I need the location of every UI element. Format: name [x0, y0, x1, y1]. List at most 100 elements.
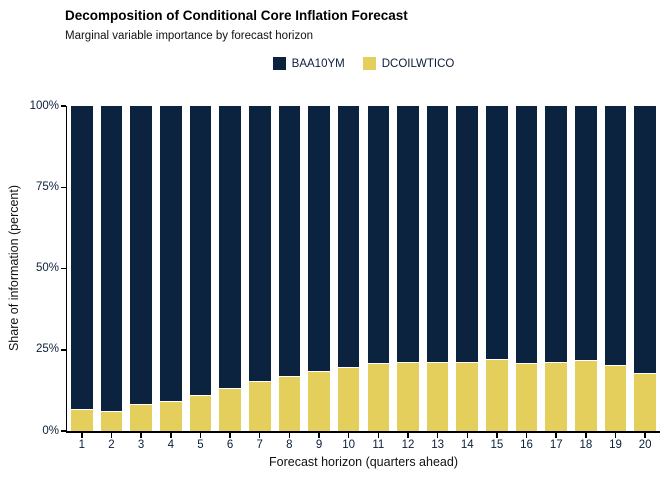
stacked-bar-h14 [456, 106, 479, 431]
bar-segment-baa10ym [486, 106, 508, 359]
x-tick-mark [407, 432, 409, 438]
stacked-bar-h19 [604, 106, 627, 431]
legend-label-dcoilwtico: DCOILWTICO [381, 57, 455, 70]
x-tick-mark [229, 432, 231, 438]
x-tick-label: 8 [286, 439, 293, 451]
legend-item-dcoilwtico: DCOILWTICO [362, 57, 455, 70]
x-tick-mark [288, 432, 291, 438]
x-tick-label: 9 [315, 439, 323, 451]
x-tick-mark [258, 432, 261, 438]
x-tick-label: 13 [431, 439, 444, 451]
bar-segment-baa10ym [100, 106, 123, 411]
stacked-bar-h18 [575, 106, 597, 431]
stacked-bar-h2 [100, 106, 123, 431]
bar-segment-baa10ym [397, 106, 419, 363]
stacked-bar-h17 [545, 106, 567, 431]
stacked-bar-h15 [486, 106, 508, 431]
x-tick-label: 5 [197, 439, 204, 451]
bar-segment-baa10ym [337, 106, 360, 367]
x-tick-label: 7 [256, 439, 263, 451]
stacked-bar-h10 [337, 106, 360, 431]
legend-item-baa10ym: BAA10YM [272, 57, 345, 70]
y-tick-mark [60, 186, 66, 188]
bar-segment-dcoilwtico [367, 363, 390, 431]
bar-segment-dcoilwtico [219, 387, 241, 431]
y-tick-mark [60, 349, 66, 351]
stacked-bar-h5 [189, 106, 212, 431]
x-tick-label: 16 [520, 439, 533, 451]
y-tick-mark [60, 267, 66, 270]
x-tick-mark [436, 432, 439, 438]
y-tick-mark [60, 105, 66, 107]
bar-segment-dcoilwtico [189, 394, 212, 431]
bar-segment-baa10ym [634, 106, 656, 373]
chart-title: Decomposition of Conditional Core Inflat… [65, 8, 408, 23]
stacked-bar-h1 [71, 106, 93, 431]
bar-segment-dcoilwtico [545, 362, 567, 431]
baa10ym-swatch-icon [272, 57, 286, 70]
y-tick-label: 100% [29, 99, 59, 112]
bar-segment-dcoilwtico [426, 361, 449, 431]
x-tick-label: 14 [460, 439, 474, 451]
x-tick-mark [555, 432, 557, 438]
x-tick-mark [170, 432, 172, 438]
stacked-bar-h11 [367, 106, 390, 431]
bar-segment-dcoilwtico [604, 365, 627, 431]
x-tick-label: 4 [167, 439, 174, 451]
stacked-bar-h9 [308, 106, 330, 431]
y-tick-label: 0% [42, 424, 59, 437]
x-tick-label: 18 [579, 439, 593, 451]
x-tick-mark [140, 432, 142, 438]
x-tick-label: 6 [226, 439, 234, 451]
bar-segment-dcoilwtico [130, 404, 152, 431]
stacked-bar-h13 [426, 106, 449, 431]
x-tick-mark [585, 432, 587, 438]
bar-segment-dcoilwtico [278, 376, 301, 431]
bar-segment-baa10ym [575, 106, 597, 360]
x-tick-mark [614, 432, 617, 438]
bar-segment-baa10ym [426, 106, 449, 362]
y-axis-title: Share of information (percent) [7, 184, 21, 352]
bar-segment-baa10ym [219, 106, 241, 388]
x-tick-mark [347, 432, 350, 438]
bar-segment-dcoilwtico [515, 363, 538, 431]
y-tick-label: 50% [35, 262, 59, 274]
legend-label-baa10ym: BAA10YM [291, 57, 345, 70]
x-tick-mark [466, 432, 469, 438]
stacked-bar-h12 [397, 106, 419, 431]
y-axis-line [65, 106, 67, 433]
bar-segment-dcoilwtico [308, 371, 330, 431]
x-tick-mark [110, 432, 113, 438]
x-tick-mark [377, 432, 380, 438]
bar-segment-baa10ym [604, 106, 627, 365]
x-tick-label: 19 [609, 439, 622, 451]
stacked-bar-h20 [634, 106, 656, 431]
bar-segment-baa10ym [130, 106, 152, 404]
y-tick-mark [60, 430, 66, 432]
chart-subtitle: Marginal variable importance by forecast… [65, 30, 314, 42]
bar-segment-dcoilwtico [575, 359, 597, 431]
bar-segment-dcoilwtico [337, 367, 360, 431]
bar-segment-dcoilwtico [71, 409, 93, 431]
bar-segment-baa10ym [308, 106, 330, 372]
x-tick-mark [644, 432, 646, 438]
bar-segment-baa10ym [159, 106, 182, 402]
stacked-bar-h7 [248, 106, 271, 431]
x-tick-label: 17 [549, 439, 563, 451]
stacked-bar-h4 [159, 106, 182, 431]
bar-segment-dcoilwtico [456, 362, 479, 431]
bar-segment-baa10ym [189, 106, 212, 395]
stacked-bar-h8 [278, 106, 301, 431]
x-tick-label: 10 [342, 439, 356, 451]
x-tick-label: 3 [137, 439, 145, 451]
bar-segment-baa10ym [71, 106, 93, 410]
legend: BAA10YM DCOILWTICO [67, 57, 660, 70]
x-tick-label: 11 [372, 439, 385, 451]
bar-segment-baa10ym [456, 106, 479, 363]
bar-segment-baa10ym [367, 106, 390, 364]
plot-area: 1 2 3 4 5 6 7 8 9 10 11 12 13 14 15 16 17 18 19 20 0% 25% 50% 7… [30, 100, 660, 451]
stacked-bar-h6 [219, 106, 241, 431]
bar-segment-dcoilwtico [634, 372, 656, 431]
x-tick-mark [318, 432, 320, 438]
